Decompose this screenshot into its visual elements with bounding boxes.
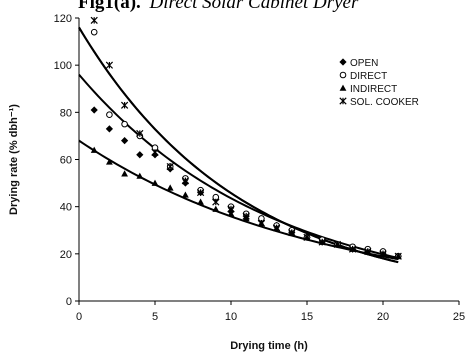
y-tick-label: 0 — [66, 296, 72, 308]
legend-item: INDIRECT — [340, 84, 398, 95]
y-ticks: 0 20 40 60 80 100 120 — [54, 13, 79, 308]
data-point-star — [152, 149, 158, 155]
legend-item: SOL. COOKER — [340, 97, 419, 108]
y-tick-label: 20 — [60, 249, 72, 261]
legend-item: DIRECT — [340, 71, 387, 82]
x-tick-label: 15 — [301, 311, 313, 323]
data-point-triangle — [167, 184, 174, 190]
x-tick-label: 10 — [225, 311, 237, 323]
data-point-star — [213, 199, 219, 205]
axes — [79, 18, 459, 301]
data-point-triangle — [182, 191, 189, 197]
legend-marker-triangle — [340, 85, 347, 91]
x-axis-label: Drying time (h) — [230, 340, 308, 352]
data-point-star — [121, 102, 127, 108]
legend-marker-diamond — [339, 58, 346, 65]
y-tick-label: 100 — [54, 60, 72, 72]
data-point-diamond — [91, 106, 98, 113]
data-point-circle — [91, 29, 97, 35]
data-point-star — [91, 17, 97, 23]
legend-label: DIRECT — [350, 71, 387, 82]
chart-title-bold: Fig1(a). — [78, 0, 141, 13]
data-point-triangle — [121, 170, 128, 176]
legend-item: OPEN — [339, 58, 378, 69]
legend-marker-circle — [340, 72, 346, 78]
y-tick-label: 80 — [60, 107, 72, 119]
y-tick-label: 40 — [60, 202, 72, 214]
data-point-star — [258, 220, 264, 226]
data-point-triangle — [212, 206, 219, 212]
legend-marker-star — [340, 98, 346, 104]
chart-title-italic: Direct Solar Cabinet Dryer — [149, 0, 359, 13]
data-point-diamond — [121, 137, 128, 144]
legend-label: SOL. COOKER — [350, 97, 419, 108]
chart-title: Fig1(a). Direct Solar Cabinet Dryer — [78, 0, 359, 13]
data-markers — [91, 17, 402, 260]
y-tick-label: 120 — [54, 13, 72, 25]
data-point-diamond — [106, 125, 113, 132]
x-tick-label: 25 — [453, 311, 465, 323]
x-ticks: 0 5 10 15 20 25 — [76, 301, 465, 323]
x-tick-label: 20 — [377, 311, 389, 323]
y-tick-label: 60 — [60, 155, 72, 167]
trend-line-triangle — [79, 141, 398, 260]
legend-label: OPEN — [350, 58, 378, 69]
data-point-triangle — [197, 199, 204, 205]
legend: OPEN DIRECT INDIRECT SOL. COOKER — [339, 58, 419, 108]
legend-label: INDIRECT — [350, 84, 397, 95]
data-point-circle — [122, 121, 128, 127]
x-tick-label: 5 — [152, 311, 158, 323]
x-tick-label: 0 — [76, 311, 82, 323]
data-point-circle — [107, 112, 113, 118]
data-point-diamond — [136, 151, 143, 158]
data-point-star — [106, 62, 112, 68]
y-axis-label: Drying rate (% dbh⁻¹) — [8, 104, 20, 215]
